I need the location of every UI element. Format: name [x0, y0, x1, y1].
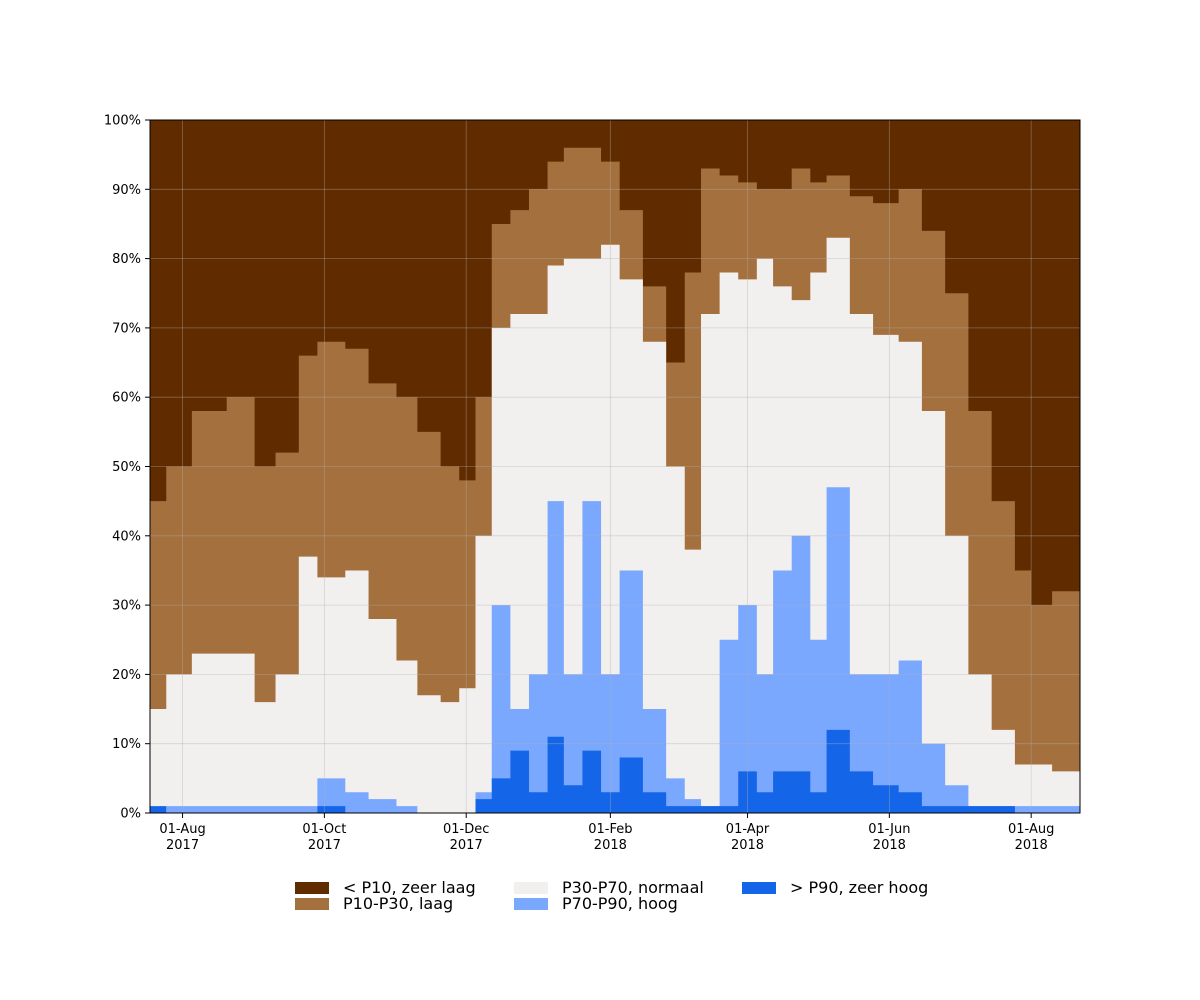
legend-label: > P90, zeer hoog: [790, 878, 929, 897]
area-layers: [150, 120, 1080, 814]
y-tick-label: 20%: [112, 668, 141, 683]
x-tick-year-label: 2017: [166, 838, 199, 853]
legend-item-zeer-laag: < P10, zeer laag: [295, 880, 495, 896]
legend-swatch: [514, 898, 548, 910]
y-tick-label: 10%: [112, 737, 141, 752]
legend-item-laag: P10-P30, laag: [295, 896, 495, 912]
grid-lines: [150, 119, 1080, 814]
legend-swatch: [295, 898, 329, 910]
legend-swatch: [514, 882, 548, 894]
x-tick-year-label: 2018: [731, 838, 764, 853]
legend-item-hoog: P70-P90, hoog: [514, 896, 724, 912]
y-tick-label: 80%: [112, 252, 141, 267]
x-tick-label: 01-Aug: [159, 822, 205, 837]
legend-item-zeer-hoog: > P90, zeer hoog: [742, 880, 952, 896]
legend-label: < P10, zeer laag: [343, 878, 476, 897]
x-tick-year-label: 2018: [873, 838, 906, 853]
x-tick-label: 01-Jun: [868, 822, 910, 837]
legend-label: P30-P70, normaal: [562, 878, 704, 897]
y-tick-label: 40%: [112, 529, 141, 544]
y-tick-label: 60%: [112, 391, 141, 406]
legend-swatch: [742, 882, 776, 894]
legend-label: P70-P90, hoog: [562, 894, 678, 913]
x-tick-year-label: 2017: [450, 838, 483, 853]
x-tick-label: 01-Oct: [302, 822, 346, 837]
y-tick-label: 30%: [112, 599, 141, 614]
legend: < P10, zeer laag P10-P30, laag P30-P70, …: [295, 880, 995, 920]
x-tick-label: 01-Apr: [726, 822, 770, 837]
x-tick-year-label: 2018: [594, 838, 627, 853]
y-tick-label: 70%: [112, 321, 141, 336]
x-tick-year-label: 2018: [1015, 838, 1048, 853]
y-tick-label: 100%: [104, 114, 141, 129]
legend-label: P10-P30, laag: [343, 894, 454, 913]
legend-item-normaal: P30-P70, normaal: [514, 880, 724, 896]
area-p90-zeer-hoog: [150, 729, 1080, 813]
x-axis: 01-Aug201701-Oct201701-Dec201701-Feb2018…: [159, 813, 1054, 853]
y-tick-label: 90%: [112, 183, 141, 198]
x-tick-label: 01-Dec: [443, 822, 489, 837]
x-tick-year-label: 2017: [308, 838, 341, 853]
x-tick-label: 01-Aug: [1008, 822, 1054, 837]
y-tick-label: 50%: [112, 460, 141, 475]
y-axis: 0% 10% 20% 30% 40% 50% 60% 70% 80% 90% 100%: [104, 114, 150, 822]
x-tick-label: 01-Feb: [588, 822, 632, 837]
legend-swatch: [295, 882, 329, 894]
y-tick-label: 0%: [120, 807, 141, 822]
